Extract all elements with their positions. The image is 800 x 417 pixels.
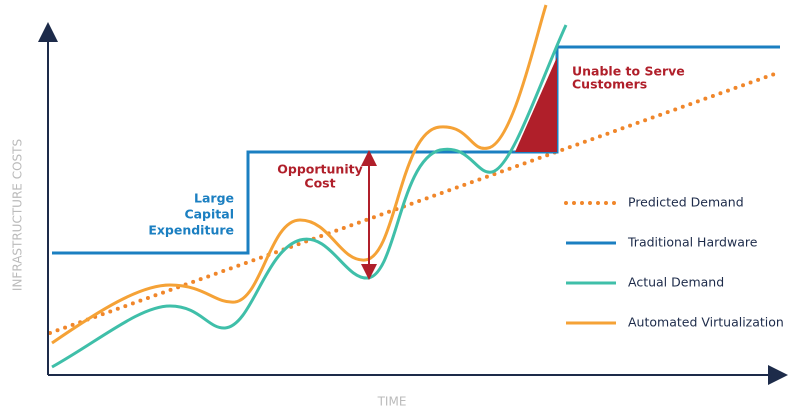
- y-axis-label: INFRASTRUCTURE COSTS: [11, 139, 25, 291]
- predicted-demand-line: [48, 70, 782, 335]
- legend-label: Traditional Hardware: [627, 235, 758, 250]
- actual-demand-line: [51, 24, 568, 369]
- legend-label: Predicted Demand: [628, 195, 744, 210]
- virtualization-line: [51, 4, 548, 345]
- opportunity-label: Opportunity: [277, 162, 362, 177]
- opportunity-label: Cost: [304, 176, 335, 191]
- x-axis-label: TIME: [377, 395, 407, 409]
- unable-label: Customers: [572, 77, 647, 92]
- legend-label: Actual Demand: [628, 275, 724, 290]
- capital-label: Capital: [184, 207, 234, 222]
- shortfall-area: [515, 57, 557, 152]
- legend-label: Automated Virtualization: [628, 315, 784, 330]
- capital-label: Large: [194, 191, 234, 206]
- capital-label: Expenditure: [148, 223, 234, 238]
- unable-label: Unable to Serve: [572, 64, 685, 79]
- traditional-hardware-line: [52, 45, 780, 255]
